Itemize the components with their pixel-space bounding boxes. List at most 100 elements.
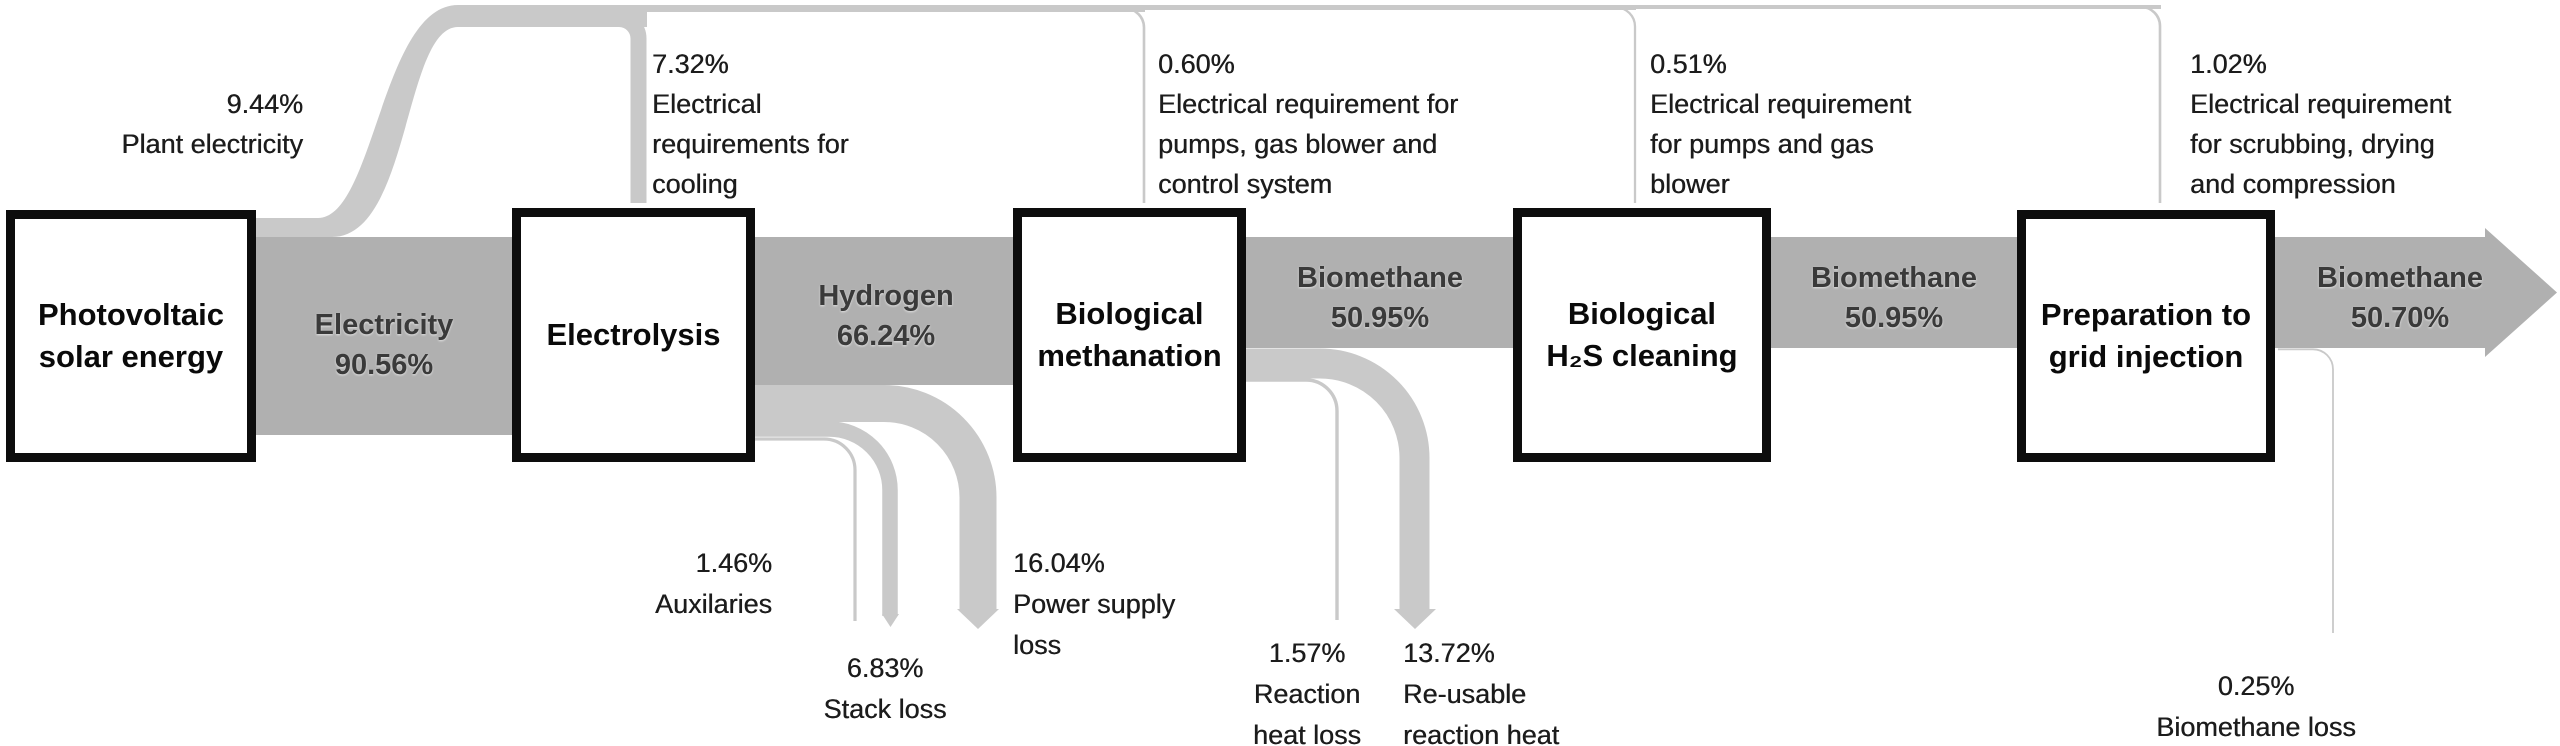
label-line: Biomethane [1297, 262, 1463, 294]
label-line: 16.04% [1013, 548, 1105, 578]
label-line: 9.44% [226, 89, 303, 119]
node-preparation-grid-injection: Preparation to grid injection [2017, 210, 2275, 462]
label-line: methanation [1037, 338, 1222, 373]
loss-label-reusable-reaction-heat: 13.72% Re-usable reaction heat [1403, 633, 1559, 746]
label-line: Electrical [652, 89, 762, 119]
top-band-segment-2 [600, 5, 1145, 12]
loss-label-reaction-heat: 1.57% Reaction heat loss [1253, 633, 1361, 746]
label-line: Hydrogen [818, 280, 954, 312]
label-line: loss [1013, 630, 1062, 660]
label-line: solar energy [38, 339, 224, 374]
label-line: 1.57% [1268, 638, 1346, 668]
label-line: pumps, gas blower and [1158, 129, 1438, 159]
arrowhead-power-supply [957, 609, 999, 629]
node-electrolysis: Electrolysis [512, 208, 755, 462]
label-line: and compression [2190, 169, 2396, 199]
loss-label-stack: 6.83% Stack loss [823, 648, 946, 730]
label-line: for scrubbing, drying [2190, 129, 2435, 159]
label-line: for pumps and gas [1650, 129, 1874, 159]
label-line: Electricity [314, 309, 454, 341]
label-line: 66.24% [836, 320, 936, 352]
loss-biomethane [2278, 348, 2334, 633]
label-line: 0.25% [2217, 671, 2295, 701]
label-line: Stack loss [823, 694, 947, 724]
label-line: heat loss [1252, 720, 1362, 746]
flow-hydrogen [755, 237, 1013, 385]
label-line: 7.32% [652, 49, 729, 79]
arrowhead-stack [882, 614, 899, 627]
flow-label-biomethane-final: Biomethane 50.70% [2317, 258, 2483, 338]
node-label: Biological methanation [1037, 293, 1221, 377]
label-line: 1.46% [695, 548, 772, 578]
label-line: 0.51% [1650, 49, 1727, 79]
loss-label-pumps-gas-blower: 0.51% Electrical requirement for pumps a… [1650, 44, 1911, 204]
branch-pumps-gas-blower [1585, 6, 1637, 203]
node-label: Electrolysis [546, 314, 720, 356]
label-line: Reaction [1253, 679, 1361, 709]
label-line: Power supply [1013, 589, 1176, 619]
label-line: 13.72% [1403, 638, 1495, 668]
loss-auxilaries [750, 437, 857, 621]
label-line: Electrical requirement [2190, 89, 2452, 119]
label-line: Photovoltaic [37, 297, 224, 332]
plant-electricity-riser [256, 5, 470, 237]
node-label: Photovoltaic solar energy [38, 294, 224, 378]
node-biological-methanation: Biological methanation [1013, 208, 1246, 462]
label-line: 6.83% [846, 653, 924, 683]
loss-label-pumps-gas-blower-control: 0.60% Electrical requirement for pumps, … [1158, 44, 1458, 204]
loss-stack [750, 421, 898, 616]
loss-power-supply [750, 385, 997, 611]
loss-label-plant-electricity: 9.44% Plant electricity [121, 84, 303, 164]
label-line: 50.70% [2350, 302, 2450, 334]
label-line: Biomethane [2317, 262, 2483, 294]
branch-pumps-gas-blower-control [1095, 7, 1146, 203]
branch-scrubbing-drying-compression [2105, 5, 2162, 203]
label-line: blower [1650, 169, 1730, 199]
label-line: cooling [652, 169, 738, 199]
label-line: 50.95% [1330, 302, 1430, 334]
label-line: Electrical requirement for [1158, 89, 1459, 119]
flow-electricity [256, 237, 512, 435]
label-line: Biological [1567, 296, 1717, 331]
label-line: Preparation to [2040, 297, 2252, 332]
label-line: control system [1158, 169, 1333, 199]
loss-label-auxilaries: 1.46% Auxilaries [655, 543, 772, 625]
flow-label-hydrogen: Hydrogen 66.24% [818, 276, 953, 356]
loss-label-power-supply: 16.04% Power supply loss [1013, 543, 1175, 666]
label-line: 1.02% [2190, 49, 2267, 79]
top-band-segment-3 [1145, 5, 1636, 10]
flow-biomethane-final-arrow [2275, 228, 2557, 357]
loss-reaction-heat [1242, 378, 1339, 620]
branch-cooling [590, 11, 647, 203]
label-line: Electrical requirement [1650, 89, 1912, 119]
label-line: grid injection [2048, 339, 2244, 374]
label-line: 50.95% [1844, 302, 1944, 334]
flow-label-biomethane-2: Biomethane 50.95% [1811, 258, 1977, 338]
node-label: Preparation to grid injection [2041, 294, 2251, 378]
label-line: Biomethane [1811, 262, 1977, 294]
label-line: 90.56% [334, 349, 434, 381]
label-line: H₂S cleaning [1546, 338, 1738, 373]
top-band-segment-4 [1636, 5, 2161, 9]
arrowhead-reusable-reaction-heat [1394, 609, 1436, 629]
flow-label-biomethane-1: Biomethane 50.95% [1297, 258, 1463, 338]
label-line: reaction heat [1403, 720, 1560, 746]
label-line: requirements for [652, 129, 849, 159]
node-photovoltaic-solar-energy: Photovoltaic solar energy [6, 210, 256, 462]
label-line: Plant electricity [121, 129, 303, 159]
loss-label-biomethane: 0.25% Biomethane loss [2156, 666, 2356, 746]
loss-label-scrubbing-drying-compression: 1.02% Electrical requirement for scrubbi… [2190, 44, 2451, 204]
node-label: Biological H₂S cleaning [1546, 293, 1737, 377]
loss-reusable-reaction-heat [1242, 348, 1430, 611]
label-line: Biological [1055, 296, 1204, 331]
label-line: 0.60% [1158, 49, 1235, 79]
label-line: Auxilaries [654, 589, 772, 619]
loss-label-cooling: 7.32% Electrical requirements for coolin… [652, 44, 849, 204]
flow-biomethane-2 [1771, 237, 2017, 348]
label-line: Biomethane loss [2156, 712, 2356, 742]
label-line: Re-usable [1403, 679, 1527, 709]
label-line: Electrolysis [546, 317, 721, 352]
flow-biomethane-1 [1246, 237, 1513, 348]
